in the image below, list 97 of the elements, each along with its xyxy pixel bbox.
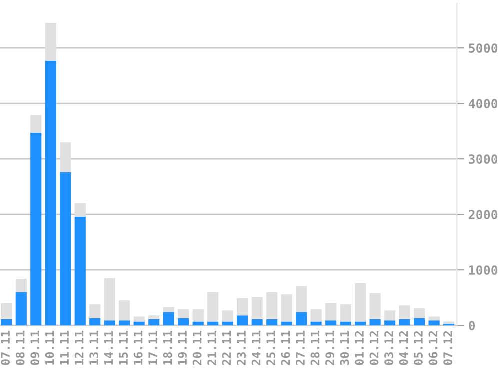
y-tick-label: 1000 — [469, 266, 498, 276]
bar — [90, 318, 101, 326]
x-tick-label: 05.12 — [414, 331, 423, 366]
bar — [399, 319, 410, 326]
bar — [119, 300, 130, 321]
bar — [281, 294, 292, 322]
x-tick-label: 20.11 — [192, 331, 202, 366]
bar — [208, 292, 219, 322]
bar — [310, 322, 322, 326]
bar — [163, 312, 174, 326]
bar — [104, 278, 116, 321]
x-tick-label: 27.11 — [296, 331, 305, 366]
bar — [222, 310, 234, 322]
x-tick-label: 09.11 — [30, 331, 40, 366]
bar — [355, 322, 366, 326]
x-tick-label: 11.11 — [60, 331, 69, 365]
x-tick-label: 30.11 — [340, 331, 350, 366]
bar — [281, 322, 292, 326]
x-tick-label: 24.11 — [252, 331, 261, 366]
y-tick-label: 2000 — [468, 210, 498, 220]
x-tick-label: 07.11 — [1, 331, 10, 366]
bar — [134, 316, 145, 322]
bar — [370, 319, 381, 326]
x-tick-label: 04.12 — [399, 331, 408, 366]
bar — [192, 322, 204, 326]
bar — [178, 310, 190, 318]
bar — [1, 303, 12, 320]
x-tick-label: 25.11 — [266, 331, 276, 366]
x-tick-label: 21.11 — [208, 331, 216, 366]
x-tick-label: 19.11 — [178, 331, 188, 365]
bar — [428, 320, 440, 326]
bar — [222, 322, 234, 326]
x-tick-label: 08.11 — [16, 331, 25, 366]
bar — [237, 298, 248, 316]
x-tick-label: 23.11 — [237, 331, 246, 366]
bar — [355, 283, 366, 322]
x-tick-label: 01.12 — [355, 331, 364, 366]
bar — [178, 318, 190, 326]
bar — [252, 319, 263, 326]
bar — [414, 308, 426, 318]
x-tick-label: 29.11 — [326, 331, 335, 366]
bar — [104, 320, 116, 326]
x-tick-label: 10.11 — [45, 331, 54, 365]
bar — [60, 142, 72, 172]
bar — [340, 304, 352, 322]
bar — [16, 292, 27, 326]
bar — [414, 318, 426, 326]
bar — [384, 320, 396, 326]
bar — [310, 310, 322, 322]
x-tick-label: 26.11 — [281, 331, 290, 366]
x-tick-label: 07.12 — [444, 331, 452, 366]
bar — [60, 172, 72, 326]
y-tick-label: 3000 — [469, 154, 498, 164]
bar — [192, 310, 204, 322]
bar — [266, 292, 278, 320]
x-tick-label: 02.12 — [370, 331, 379, 366]
bar — [74, 204, 86, 217]
x-tick-label: 18.11 — [163, 331, 172, 365]
x-tick-label: 03.12 — [384, 331, 394, 366]
bar — [30, 115, 42, 134]
x-tick-label: 06.12 — [428, 331, 438, 366]
x-tick-label: 28.11 — [310, 331, 320, 366]
x-tick-label: 12.11 — [74, 331, 84, 365]
bar — [326, 303, 337, 321]
bar — [208, 322, 219, 326]
bar — [326, 320, 337, 326]
bar — [384, 310, 396, 321]
bar — [16, 278, 27, 292]
bar — [252, 297, 263, 320]
y-tick-label: 5000 — [469, 44, 498, 54]
bar — [45, 23, 56, 61]
bar — [163, 307, 174, 312]
bar — [1, 319, 12, 326]
bar — [30, 133, 42, 326]
x-tick-label: 16.11 — [134, 331, 143, 365]
x-tick-label: 22.11 — [222, 331, 232, 366]
bar — [134, 322, 145, 326]
bar — [296, 312, 308, 326]
bar — [399, 306, 410, 320]
bar — [45, 60, 56, 326]
y-tick-label: 0 — [469, 321, 476, 331]
bar — [119, 320, 130, 326]
bar — [237, 316, 248, 326]
x-tick-label: 15.11 — [119, 331, 128, 365]
x-tick-label: 13.11 — [90, 331, 99, 365]
bar — [340, 322, 352, 326]
x-tick-label: 17.11 — [148, 331, 158, 365]
bar — [148, 316, 160, 320]
y-tick-label: 4000 — [468, 99, 498, 109]
bar — [148, 319, 160, 326]
bar — [90, 304, 101, 318]
bar — [266, 319, 278, 326]
bar — [74, 216, 86, 326]
x-tick-label: 14.11 — [104, 331, 114, 365]
bar — [428, 316, 440, 321]
bar — [370, 293, 381, 320]
bar — [296, 286, 308, 312]
